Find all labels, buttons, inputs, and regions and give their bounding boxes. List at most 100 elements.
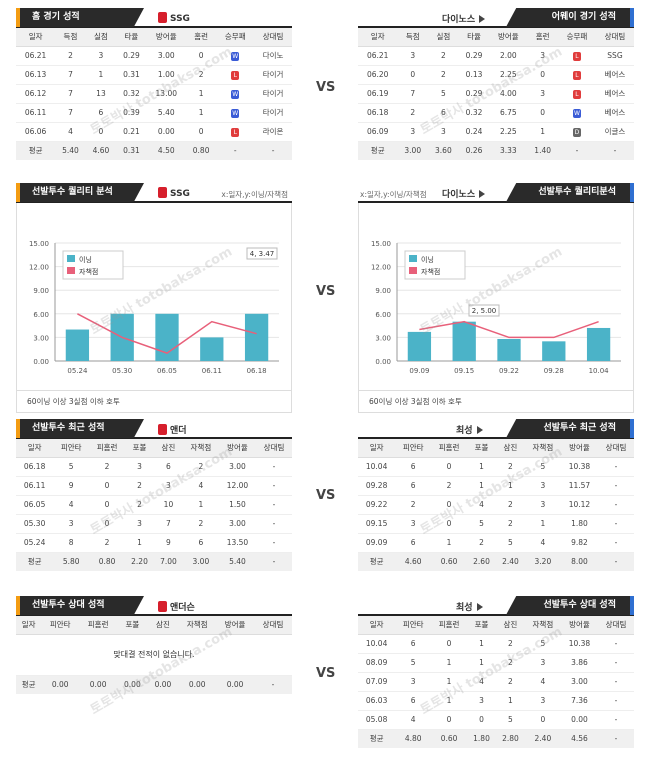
- table-cell: -: [598, 653, 634, 673]
- legend-swatch-inning: [67, 255, 75, 262]
- table-row: 09.28 6 2 1 1 3 11.57-: [358, 476, 634, 496]
- table-cell: 06.18: [16, 457, 54, 477]
- x-tick-label: 09.15: [454, 367, 474, 375]
- table-cell: 평균: [358, 729, 396, 748]
- right-pitcher-vs-table: 일자 피안타 피홈런 포볼 삼진 자책점 방어율 상대팀 10.04 6 0 1 2 5 10.38-08.…: [358, 616, 634, 748]
- column-header: 피홈런: [79, 616, 118, 635]
- table-cell: 베어스: [595, 65, 634, 85]
- y-tick-label: 3.00: [33, 334, 49, 342]
- ssg-logo-icon: [158, 601, 167, 612]
- table-row: 06.05 4 0 2 10 1 1.50-: [16, 495, 292, 515]
- column-header: 상대팀: [254, 616, 292, 635]
- table-cell: 평균: [358, 552, 396, 571]
- panel-title: 선발투수 최근 성적: [16, 419, 144, 438]
- table-cell: 1: [431, 653, 468, 673]
- average-row: 평균 0.00 0.00 0.00 0.00 0.00 0.00-: [16, 675, 292, 694]
- table-cell: 7: [153, 514, 183, 534]
- table-row: 06.19 7 5 0.29 4.00 3 L 베어스: [358, 84, 634, 104]
- table-cell: 5: [495, 533, 525, 553]
- table-cell: 0: [89, 476, 126, 496]
- table-cell: 0: [185, 46, 217, 66]
- x-tick-label: 06.18: [247, 367, 267, 375]
- left-quality-panel: 선발투수 퀄리티 분석 SSG x:일자,y:이닝/자책점 0.00 3.00 6.…: [16, 183, 292, 413]
- table-cell: 0.00: [560, 710, 599, 730]
- table-cell: 09.09: [358, 533, 396, 553]
- table-cell: 09.15: [358, 514, 396, 534]
- table-cell: -: [598, 691, 634, 711]
- result-icon: L: [231, 127, 240, 137]
- table-cell: 2: [89, 457, 126, 477]
- left-pitcher-vs-panel: 선발투수 상대 성적 앤더슨 일자 피안타 피홈런 포볼 삼진 자책점 방어율 상대팀 맞대결 …: [16, 596, 292, 694]
- table-cell: 4.60: [85, 141, 117, 160]
- table-cell: -: [557, 141, 596, 160]
- table-cell: 11.57: [560, 476, 599, 496]
- table-cell: 2.40: [524, 729, 561, 748]
- column-header: 피홈런: [431, 616, 468, 635]
- data-tooltip: [468, 304, 500, 317]
- column-header: 피안타: [41, 616, 80, 635]
- table-cell: 6: [395, 457, 432, 477]
- table-cell: 9: [53, 476, 90, 496]
- legend-swatch-earned-run: [67, 267, 75, 274]
- table-cell: 3: [527, 84, 558, 104]
- x-tick-label: 09.22: [499, 367, 519, 375]
- column-header: 자책점: [524, 439, 561, 458]
- table-cell: 0: [467, 710, 496, 730]
- table-cell: 0.00: [178, 675, 217, 694]
- right-pitcher-recent-table: 일자 피안타 피홈런 포볼 삼진 자책점 방어율 상대팀 10.04 6 0 1 2 5 10.38-09.…: [358, 439, 634, 571]
- inning-bar: [497, 338, 521, 361]
- table-cell: 05.30: [16, 514, 54, 534]
- ssg-logo-icon: [158, 187, 167, 198]
- table-cell: 7.36: [560, 691, 599, 711]
- right-pitcher-vs-panel: 최성 선발투수 상대 성적 일자 피안타 피홈런 포볼 삼진 자책점 방어율 상대팀 10.04…: [358, 596, 634, 748]
- table-cell: 평균: [16, 552, 54, 571]
- table-cell: -: [216, 141, 255, 160]
- table-cell: 5.40: [146, 103, 186, 123]
- table-cell: 2: [495, 514, 525, 534]
- table-cell: -: [256, 495, 292, 515]
- table-cell: 06.21: [16, 46, 56, 66]
- table-cell: 0.26: [458, 141, 490, 160]
- table-cell: 6.75: [489, 103, 528, 123]
- pitcher-label: 최성: [456, 423, 483, 436]
- column-header: 실점: [85, 28, 117, 47]
- table-cell: 0.21: [116, 122, 147, 142]
- table-row: 07.09 3 1 4 2 4 3.00-: [358, 672, 634, 692]
- table-cell: 평균: [358, 141, 398, 160]
- table-cell: -: [598, 729, 634, 748]
- table-cell: 4.56: [560, 729, 599, 748]
- table-cell: -: [598, 514, 634, 534]
- table-cell: 1: [467, 634, 496, 654]
- column-header: 방어율: [560, 616, 599, 635]
- pitcher-label: 최성: [456, 600, 483, 613]
- table-cell: 2.00: [489, 46, 528, 66]
- table-cell: 1: [431, 533, 468, 553]
- table-cell: 3.60: [428, 141, 459, 160]
- ssg-logo-icon: [158, 424, 167, 435]
- table-cell: 0: [85, 122, 117, 142]
- table-cell: 4: [467, 495, 496, 515]
- table-cell: 3: [524, 495, 561, 515]
- column-header: 홈런: [185, 28, 217, 47]
- table-cell: 3: [397, 46, 429, 66]
- table-cell: 1.80: [467, 729, 496, 748]
- column-header: 방어율: [560, 439, 599, 458]
- table-cell: 2: [185, 65, 217, 85]
- table-cell: 9: [153, 533, 183, 553]
- table-cell: 1: [185, 84, 217, 104]
- team-label: SSG: [158, 187, 190, 199]
- table-cell: 1: [527, 122, 558, 142]
- table-cell: -: [598, 476, 634, 496]
- table-cell: 09.22: [358, 495, 396, 515]
- tooltip-label: 4, 3.47: [250, 250, 275, 258]
- table-cell: 5: [524, 634, 561, 654]
- table-cell: -: [598, 710, 634, 730]
- table-cell: 1: [85, 65, 117, 85]
- table-cell: 5.40: [55, 141, 86, 160]
- column-header: 일자: [16, 616, 42, 635]
- table-cell: 3: [153, 476, 183, 496]
- table-cell: 1: [185, 103, 217, 123]
- table-cell: 0: [431, 514, 468, 534]
- table-cell: 3.00: [146, 46, 186, 66]
- column-header: 피안타: [395, 616, 432, 635]
